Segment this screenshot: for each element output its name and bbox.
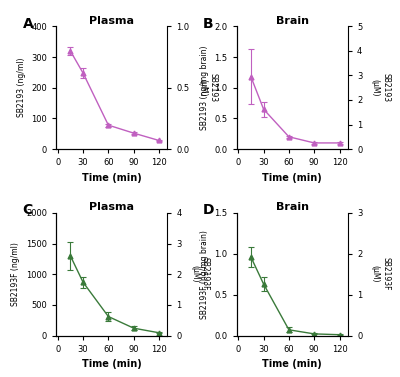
Text: A: A <box>22 17 33 31</box>
X-axis label: Time (min): Time (min) <box>262 359 322 369</box>
Y-axis label: SB2193
(μM): SB2193 (μM) <box>198 73 217 102</box>
X-axis label: Time (min): Time (min) <box>82 359 142 369</box>
Y-axis label: SB2193 (ng/mg brain): SB2193 (ng/mg brain) <box>200 46 209 130</box>
Y-axis label: SB2193
(μM): SB2193 (μM) <box>371 73 390 102</box>
Title: Brain: Brain <box>276 15 309 26</box>
Y-axis label: SB2193F (ng/ml): SB2193F (ng/ml) <box>12 242 20 306</box>
Text: D: D <box>203 203 215 217</box>
Text: B: B <box>203 17 214 31</box>
X-axis label: Time (min): Time (min) <box>262 173 322 182</box>
Y-axis label: SB2193F (ng/mg brain): SB2193F (ng/mg brain) <box>200 230 209 319</box>
Y-axis label: SB2193F
(μM): SB2193F (μM) <box>190 257 210 291</box>
Y-axis label: SB2193 (ng/ml): SB2193 (ng/ml) <box>16 58 26 118</box>
Y-axis label: SB2193F
(μM): SB2193F (μM) <box>371 257 390 291</box>
Title: Brain: Brain <box>276 202 309 212</box>
X-axis label: Time (min): Time (min) <box>82 173 142 182</box>
Title: Plasma: Plasma <box>89 15 134 26</box>
Title: Plasma: Plasma <box>89 202 134 212</box>
Text: C: C <box>22 203 33 217</box>
